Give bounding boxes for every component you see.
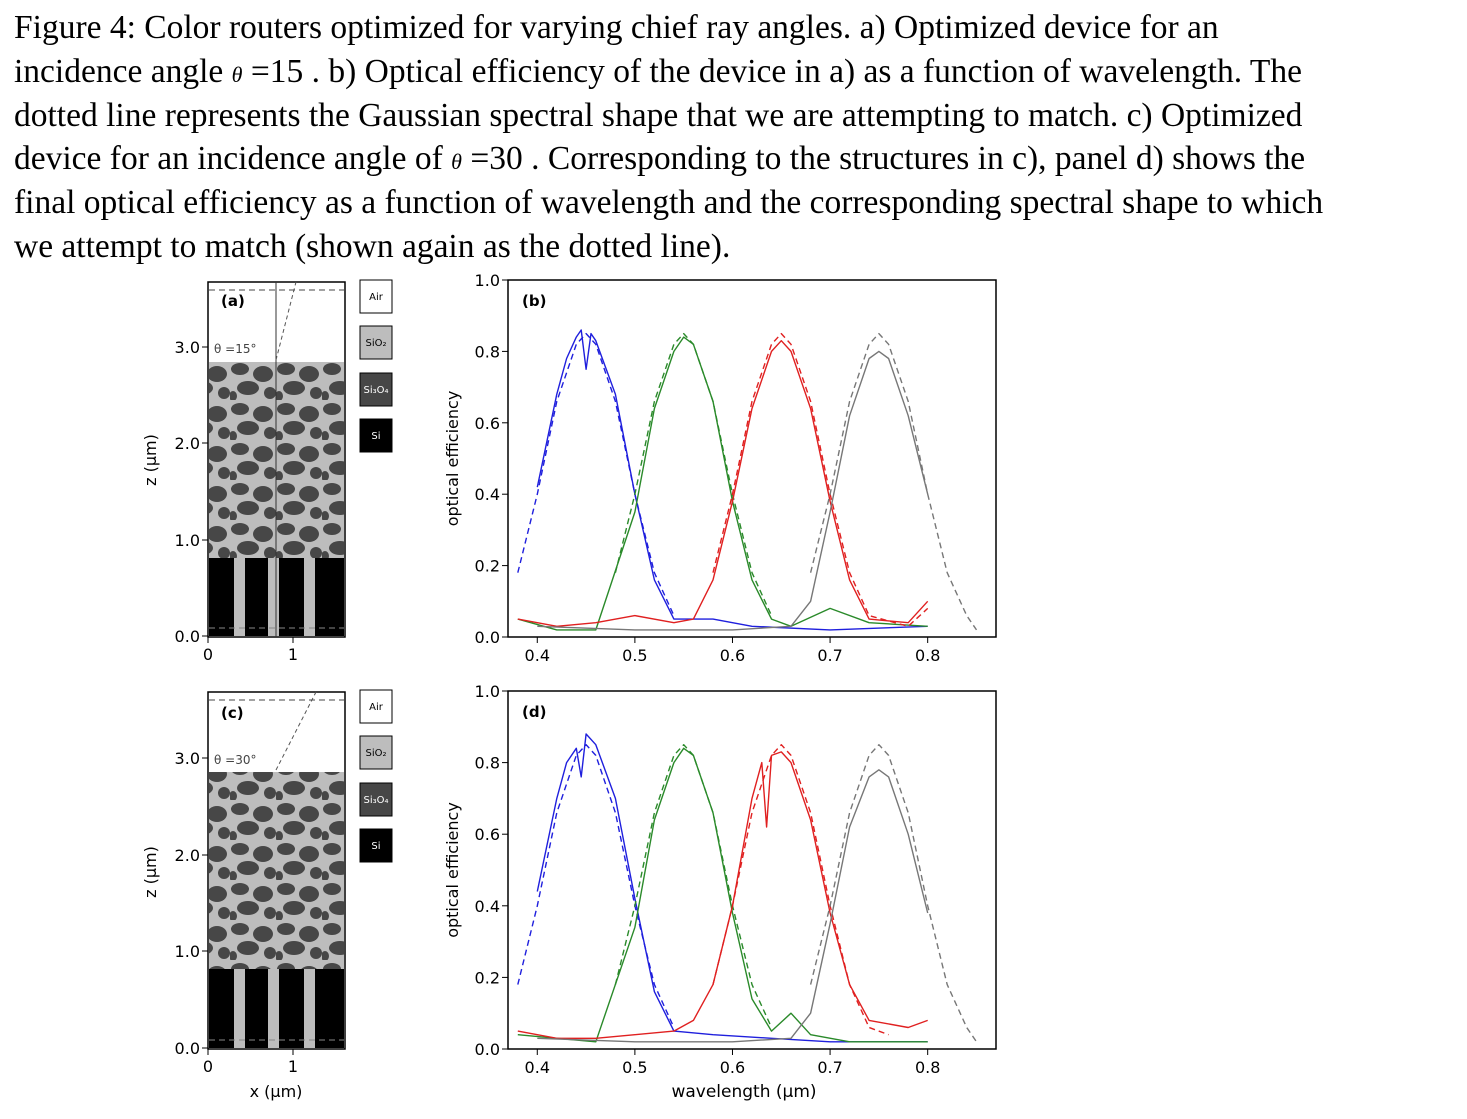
panel-c-label: (c) xyxy=(221,704,244,722)
device-panel-a: (a) θ =15° 3.0 2.0 1.0 0.0 0 1 z (μm) xyxy=(141,281,346,664)
y-tick-label: 2.0 xyxy=(175,434,200,453)
caption-line-6: we attempt to match (shown again as the … xyxy=(14,227,731,265)
x-tick-label: 0.7 xyxy=(817,646,842,665)
target-spectrum-line xyxy=(712,744,889,1036)
y-axis-label: z (μm) xyxy=(141,434,160,486)
x-tick-label: 0.8 xyxy=(915,1058,940,1077)
y-tick-label: 0.0 xyxy=(175,1039,200,1058)
y-tick-label: 0.8 xyxy=(475,342,500,361)
legend-si: Si xyxy=(371,841,380,852)
legend-si: Si xyxy=(371,431,380,442)
panel-c-angle: θ =30° xyxy=(214,753,256,767)
caption-line-4: device for an incidence angle of θ =30 .… xyxy=(14,137,1454,181)
caption-line-3: dotted line represents the Gaussian spec… xyxy=(14,96,1303,134)
x-tick-label: 1 xyxy=(288,645,298,664)
efficiency-line xyxy=(536,329,928,631)
device-panel-c: (c) θ =30° 3.0 2.0 1.0 0.0 0 1 z (μm) x … xyxy=(141,691,346,1101)
y-tick-label: 1.0 xyxy=(475,682,500,701)
material-legend-a: Air SiO₂ Si₃O₄ Si xyxy=(359,279,393,453)
y-tick-label: 0.8 xyxy=(475,754,500,773)
panel-a-label: (a) xyxy=(221,292,245,310)
x-tick-label: 0.6 xyxy=(720,1058,745,1077)
efficiency-line xyxy=(537,350,929,631)
y-tick-label: 0.0 xyxy=(475,1040,500,1059)
x-tick-label: 0.7 xyxy=(817,1058,842,1077)
y-tick-label: 1.0 xyxy=(175,531,200,550)
caption-line-2b: =15 . b) Optical efficiency of the devic… xyxy=(242,52,1302,90)
target-spectrum-line xyxy=(614,332,773,616)
target-spectrum-line xyxy=(712,332,929,627)
target-spectrum-line xyxy=(517,744,675,1028)
x-axis-label: wavelength (μm) xyxy=(671,1082,816,1102)
x-tick-label: 1 xyxy=(288,1057,298,1076)
x-tick-label: 0.4 xyxy=(525,1058,550,1077)
x-tick-label: 0.8 xyxy=(915,646,940,665)
y-tick-label: 3.0 xyxy=(175,338,200,357)
x-tick-label: 0 xyxy=(203,645,213,664)
y-axis-label: optical efficiency xyxy=(443,391,462,527)
y-tick-label: 0.4 xyxy=(475,897,500,916)
x-axis-label: x (μm) xyxy=(250,1082,303,1101)
x-tick-label: 0.4 xyxy=(525,646,550,665)
efficiency-line xyxy=(537,769,929,1043)
y-tick-label: 2.0 xyxy=(175,846,200,865)
x-tick-label: 0.5 xyxy=(622,646,647,665)
plot-frame xyxy=(507,279,997,638)
y-axis-label: z (μm) xyxy=(141,846,160,898)
panel-a-angle: θ =15° xyxy=(214,342,256,356)
target-spectrum-line xyxy=(517,332,675,616)
caption-line-4a: device for an incidence angle of xyxy=(14,140,452,178)
y-tick-label: 3.0 xyxy=(175,749,200,768)
caption-line-4b: =30 . Corresponding to the structures in… xyxy=(461,140,1306,178)
panel-label: (d) xyxy=(522,703,546,721)
caption-line-2a: incidence angle xyxy=(14,52,232,90)
y-tick-label: 0.6 xyxy=(475,825,500,844)
y-tick-label: 0.2 xyxy=(475,557,500,576)
y-tick-label: 1.0 xyxy=(175,942,200,961)
legend-si3o4: Si₃O₄ xyxy=(363,385,388,396)
legend-air: Air xyxy=(369,292,384,303)
panel-label: (b) xyxy=(522,292,546,310)
target-spectrum-line xyxy=(809,332,978,631)
efficiency-line xyxy=(517,747,928,1043)
efficiency-line xyxy=(517,336,928,631)
y-tick-label: 0.2 xyxy=(475,968,500,987)
efficiency-line xyxy=(517,751,928,1039)
theta-symbol: θ xyxy=(451,149,462,175)
legend-air: Air xyxy=(369,702,384,713)
target-spectrum-line xyxy=(809,744,978,1043)
y-tick-label: 0.4 xyxy=(475,485,500,504)
figure-caption: Figure 4: Color routers optimized for va… xyxy=(14,6,1454,269)
efficiency-line xyxy=(517,340,929,627)
legend-sio2: SiO₂ xyxy=(365,748,386,759)
chart-panel-b: 0.0 0.2 0.4 0.6 0.8 1.0 0.4 0.5 0.6 0.7 0.8 (b) opti… xyxy=(443,271,997,665)
plot-frame xyxy=(507,690,997,1050)
caption-line-2: incidence angle θ =15 . b) Optical effic… xyxy=(14,50,1454,94)
x-tick-label: 0.5 xyxy=(622,1058,647,1077)
chart-panel-d: 0.0 0.2 0.4 0.6 0.8 1.0 0.4 0.5 0.6 0.7 0.8 (d) opti… xyxy=(443,682,997,1102)
x-tick-label: 0.6 xyxy=(720,646,745,665)
legend-sio2: SiO₂ xyxy=(365,338,386,349)
target-spectrum-line xyxy=(614,744,773,1028)
efficiency-line xyxy=(536,733,928,1043)
caption-line-1: Figure 4: Color routers optimized for va… xyxy=(14,9,1219,46)
x-tick-label: 0 xyxy=(203,1057,213,1076)
theta-symbol: θ xyxy=(231,61,243,87)
y-tick-label: 0.0 xyxy=(175,627,200,646)
material-legend-c: Air SiO₂ Si₃O₄ Si xyxy=(359,689,393,863)
caption-line-5: final optical efficiency as a function o… xyxy=(14,184,1324,222)
y-axis-label: optical efficiency xyxy=(443,802,462,938)
y-tick-label: 1.0 xyxy=(475,271,500,290)
y-tick-label: 0.0 xyxy=(475,628,500,647)
y-tick-label: 0.6 xyxy=(475,414,500,433)
legend-si3o4: Si₃O₄ xyxy=(363,795,388,806)
